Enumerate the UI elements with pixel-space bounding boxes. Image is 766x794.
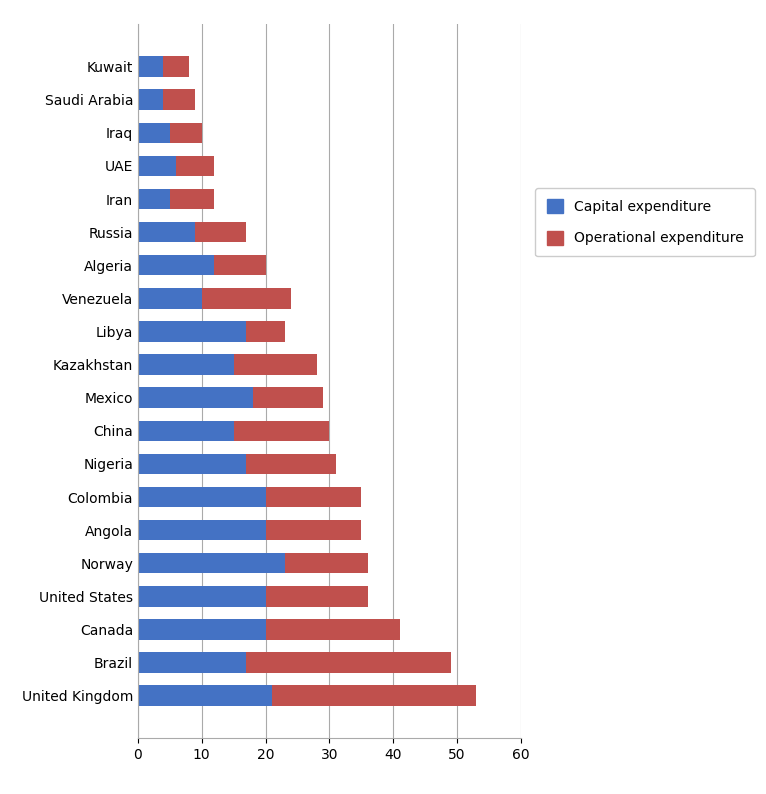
Bar [138, 156, 176, 176]
Bar [170, 189, 214, 210]
Bar [176, 156, 214, 176]
Bar [138, 354, 234, 375]
Bar [138, 586, 266, 607]
Bar [138, 122, 170, 143]
Bar [138, 653, 247, 673]
Bar [138, 56, 163, 77]
Bar [285, 553, 368, 573]
Bar [163, 56, 189, 77]
Bar [170, 122, 201, 143]
Bar [138, 453, 247, 474]
Bar [253, 387, 323, 408]
Bar [266, 586, 368, 607]
Bar [247, 453, 336, 474]
Bar [234, 421, 329, 441]
Bar [138, 520, 266, 541]
Bar [272, 685, 476, 706]
Bar [138, 619, 266, 640]
Bar [214, 255, 266, 276]
Bar [138, 322, 247, 341]
Bar [138, 387, 253, 408]
Bar [138, 421, 234, 441]
Bar [163, 90, 195, 110]
Bar [138, 90, 163, 110]
Bar [138, 189, 170, 210]
Bar [138, 487, 266, 507]
Bar [138, 222, 195, 242]
Bar [266, 487, 362, 507]
Legend: Capital expenditure, Operational expenditure: Capital expenditure, Operational expendi… [535, 188, 755, 256]
Bar [266, 520, 362, 541]
Bar [138, 255, 214, 276]
Bar [234, 354, 316, 375]
Bar [195, 222, 247, 242]
Bar [266, 619, 400, 640]
Bar [138, 553, 285, 573]
Bar [201, 288, 291, 309]
Bar [138, 685, 272, 706]
Bar [247, 322, 285, 341]
Bar [138, 288, 201, 309]
Bar [247, 653, 450, 673]
